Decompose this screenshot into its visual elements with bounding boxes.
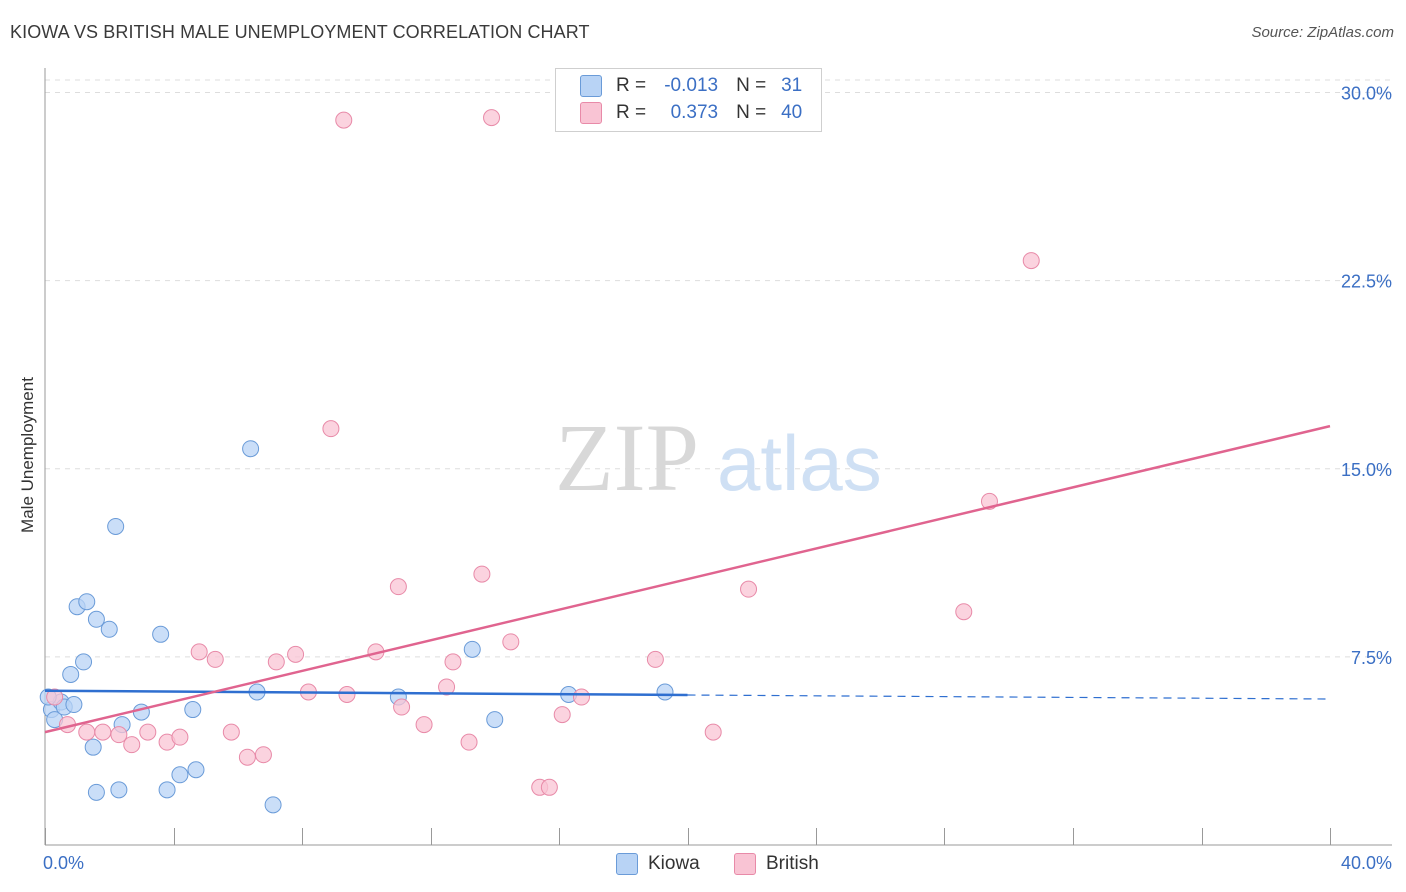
- british-point-13: [254, 746, 272, 764]
- y-tick-label-3: 30.0%: [1341, 84, 1392, 104]
- y-tick-label-2: 22.5%: [1341, 272, 1392, 292]
- british-point-24: [438, 678, 456, 696]
- kiowa-point-17: [152, 625, 170, 643]
- correlation-legend: R = -0.013 N = 31 R = 0.373 N = 40: [555, 68, 822, 132]
- british-point-37: [955, 603, 973, 621]
- kiowa-point-10: [87, 783, 105, 801]
- bottom-kiowa-label: Kiowa: [648, 853, 700, 874]
- british-point-21: [389, 578, 407, 596]
- kiowa-point-27: [486, 711, 504, 729]
- british-trend-line: [44, 424, 1331, 734]
- british-point-23: [415, 716, 433, 734]
- y-tick-label-0: 7.5%: [1351, 648, 1392, 668]
- british-point-6: [139, 723, 157, 741]
- chart-title: KIOWA VS BRITISH MALE UNEMPLOYMENT CORRE…: [10, 22, 590, 42]
- kiowa-r-label: R =: [616, 75, 647, 96]
- kiowa-point-8: [78, 593, 96, 611]
- kiowa-point-29: [656, 683, 674, 701]
- kiowa-point-12: [100, 620, 118, 638]
- kiowa-point-19: [171, 766, 189, 784]
- british-point-10: [206, 650, 224, 668]
- british-point-35: [704, 723, 722, 741]
- british-point-19: [338, 686, 356, 704]
- kiowa-point-20: [184, 701, 202, 719]
- british-point-34: [646, 650, 664, 668]
- british-point-17: [322, 420, 340, 438]
- kiowa-r-value: -0.013: [664, 75, 719, 96]
- x-tick-label-0: 0.0%: [43, 853, 84, 873]
- british-point-39: [1022, 252, 1040, 270]
- british-point-25: [444, 653, 462, 671]
- bottom-kiowa-swatch: [616, 853, 638, 875]
- british-point-2: [78, 723, 96, 741]
- kiowa-point-14: [110, 781, 128, 799]
- british-point-0: [46, 688, 64, 706]
- kiowa-point-7: [75, 653, 93, 671]
- british-point-33: [572, 688, 590, 706]
- kiowa-point-22: [242, 440, 260, 458]
- british-n-value: 40: [781, 102, 803, 123]
- british-point-3: [94, 723, 112, 741]
- british-swatch: [580, 102, 602, 124]
- british-r-label: R =: [616, 102, 647, 123]
- trend-lines: [44, 424, 1331, 734]
- british-point-8: [171, 728, 189, 746]
- british-point-31: [540, 778, 558, 796]
- kiowa-point-11: [87, 610, 105, 628]
- british-point-9: [190, 643, 208, 661]
- british-point-12: [238, 748, 256, 766]
- kiowa-point-9: [84, 738, 102, 756]
- british-n-label: N =: [736, 102, 767, 123]
- watermark-atlas: atlas: [717, 419, 882, 507]
- source-label: Source: ZipAtlas.com: [1251, 24, 1394, 41]
- british-point-28: [483, 109, 501, 127]
- kiowa-swatch: [580, 75, 602, 97]
- kiowa-point-4: [62, 665, 80, 683]
- y-tick-label-1: 15.0%: [1341, 460, 1392, 480]
- tick-labels: 7.5% 15.0% 22.5% 30.0% 0.0% 40.0%: [43, 84, 1392, 873]
- axes: [44, 68, 1392, 846]
- british-point-4: [110, 726, 128, 744]
- kiowa-point-18: [158, 781, 176, 799]
- x-tick-label-1: 40.0%: [1341, 853, 1392, 873]
- kiowa-trend-solid: [44, 689, 688, 697]
- british-r-value: 0.373: [670, 102, 719, 123]
- bottom-british-label: British: [766, 853, 819, 874]
- kiowa-point-5: [65, 696, 83, 714]
- data-points: [39, 109, 1040, 814]
- legend-row-kiowa: R = -0.013 N = 31: [580, 73, 802, 99]
- kiowa-point-21: [187, 761, 205, 779]
- kiowa-point-24: [264, 796, 282, 814]
- bottom-british-swatch: [734, 853, 756, 875]
- british-point-11: [222, 723, 240, 741]
- british-point-14: [267, 653, 285, 671]
- british-point-27: [473, 565, 491, 583]
- british-point-29: [502, 633, 520, 651]
- british-point-36: [740, 580, 758, 598]
- legend-row-british: R = 0.373 N = 40: [580, 100, 802, 126]
- bottom-legend-kiowa: Kiowa: [616, 852, 700, 876]
- british-point-26: [460, 733, 478, 751]
- grid-lines: [45, 79, 1392, 658]
- british-point-18: [335, 111, 353, 129]
- watermark-zip: ZIP: [555, 404, 699, 511]
- kiowa-trend-dashed: [687, 694, 1331, 700]
- british-point-5: [123, 736, 141, 754]
- kiowa-n-label: N =: [736, 75, 767, 96]
- kiowa-n-value: 31: [781, 75, 803, 96]
- kiowa-point-16: [132, 703, 150, 721]
- bottom-legend-british: British: [734, 852, 819, 876]
- british-point-22: [393, 698, 411, 716]
- kiowa-point-13: [107, 517, 125, 535]
- british-point-32: [553, 706, 571, 724]
- british-point-15: [287, 645, 305, 663]
- kiowa-point-26: [463, 640, 481, 658]
